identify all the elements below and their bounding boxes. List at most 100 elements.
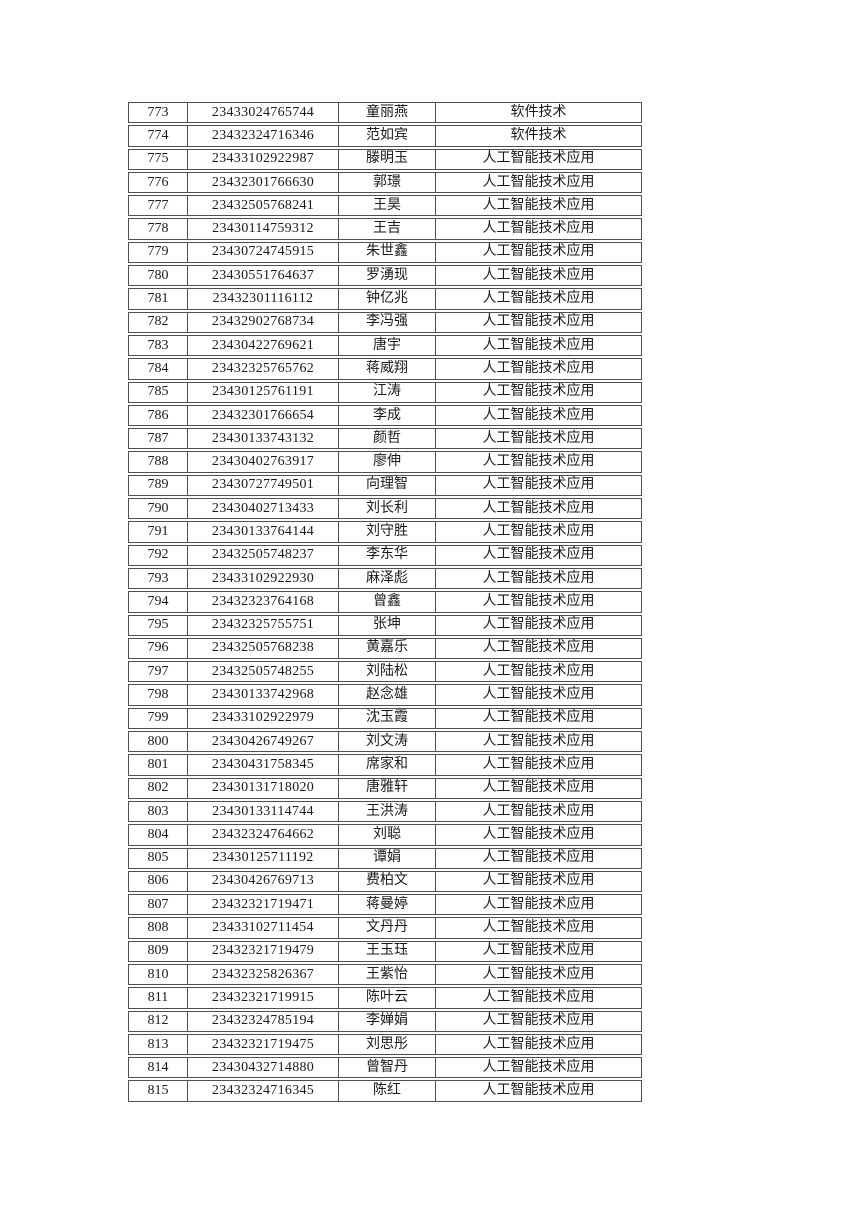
major-cell: 人工智能技术应用	[435, 615, 641, 635]
row-number-cell: 815	[147, 1083, 169, 1099]
major-cell: 人工智能技术应用	[435, 382, 641, 402]
candidate-id-cell: 23432505768238	[187, 638, 338, 659]
major-cell: 人工智能技术应用	[435, 266, 641, 286]
table-row: 795 23432325755751 张坤 人工智能技术应用	[128, 614, 642, 636]
student-name-cell: 陈叶云	[338, 988, 435, 1008]
table-row: 779 23430724745915 朱世鑫 人工智能技术应用	[128, 241, 642, 264]
student-name-cell: 张坤	[338, 615, 435, 635]
table-row: 786 23432301766654 李成 人工智能技术应用	[128, 404, 642, 427]
table-row: 780 23430551764637 罗湧现 人工智能技术应用	[128, 265, 642, 287]
row-number-cell: 786	[147, 407, 169, 423]
table-row: 775 23433102922987 滕明玉 人工智能技术应用	[128, 148, 642, 170]
row-number-cell: 812	[147, 1013, 169, 1029]
row-number-cell: 811	[147, 989, 169, 1005]
student-name-cell: 向理智	[338, 475, 435, 496]
major-cell: 人工智能技术应用	[435, 732, 641, 752]
row-number-cell: 799	[147, 710, 169, 726]
major-cell: 人工智能技术应用	[435, 801, 641, 822]
student-name-cell: 王洪涛	[338, 801, 435, 822]
student-name-cell: 沈玉霞	[338, 708, 435, 729]
major-cell: 人工智能技术应用	[435, 778, 641, 798]
student-name-cell: 黄嘉乐	[338, 638, 435, 659]
student-name-cell: 李东华	[338, 545, 435, 565]
row-number-cell: 805	[147, 850, 169, 866]
candidate-id-cell: 23432301766654	[187, 405, 338, 426]
student-name-cell: 费柏文	[338, 871, 435, 892]
student-name-cell: 王昊	[338, 196, 435, 216]
table-row: 807 23432321719471 蒋曼婷 人工智能技术应用	[128, 894, 642, 916]
student-name-cell: 赵念雄	[338, 685, 435, 705]
row-number-cell: 814	[147, 1059, 169, 1075]
major-cell: 人工智能技术应用	[435, 871, 641, 892]
candidate-id-cell: 23432902768734	[187, 312, 338, 332]
major-cell: 人工智能技术应用	[435, 1034, 641, 1055]
student-name-cell: 刘陆松	[338, 662, 435, 682]
table-row: 814 23430432714880 曾智丹 人工智能技术应用	[128, 1057, 642, 1079]
major-cell: 人工智能技术应用	[435, 825, 641, 845]
student-name-cell: 江涛	[338, 382, 435, 402]
table-row: 802 23430131718020 唐雅轩 人工智能技术应用	[128, 777, 642, 799]
candidate-id-cell: 23432301116112	[187, 289, 338, 309]
major-cell: 人工智能技术应用	[435, 172, 641, 193]
table-row: 774 23432324716346 范如宾 软件技术	[128, 125, 642, 147]
candidate-id-cell: 23430426769713	[187, 871, 338, 892]
candidate-id-cell: 23433024765744	[187, 103, 338, 123]
candidate-id-cell: 23430133114744	[187, 801, 338, 822]
student-name-cell: 蒋曼婷	[338, 895, 435, 915]
row-number-cell: 788	[147, 454, 169, 470]
candidate-id-cell: 23433102711454	[187, 918, 338, 938]
student-name-cell: 李成	[338, 405, 435, 426]
major-cell: 人工智能技术应用	[435, 219, 641, 239]
major-cell: 人工智能技术应用	[435, 405, 641, 426]
student-name-cell: 王吉	[338, 219, 435, 239]
major-cell: 人工智能技术应用	[435, 592, 641, 612]
major-cell: 人工智能技术应用	[435, 988, 641, 1008]
major-cell: 人工智能技术应用	[435, 312, 641, 332]
candidate-id-cell: 23430727749501	[187, 475, 338, 496]
table-row: 812 23432324785194 李婵娟 人工智能技术应用	[128, 1010, 642, 1032]
row-number-cell: 775	[147, 151, 169, 167]
candidate-id-cell: 23430125711192	[187, 848, 338, 868]
row-number-cell: 813	[147, 1036, 169, 1052]
candidate-id-cell: 23430426749267	[187, 732, 338, 752]
candidate-id-cell: 23433102922930	[187, 568, 338, 589]
table-row: 815 23432324716345 陈红 人工智能技术应用	[128, 1080, 642, 1102]
row-number-cell: 782	[147, 314, 169, 330]
table-row: 781 23432301116112 钟亿兆 人工智能技术应用	[128, 288, 642, 310]
candidate-id-cell: 23432324764662	[187, 825, 338, 845]
table-row: 782 23432902768734 李冯强 人工智能技术应用	[128, 311, 642, 333]
student-name-cell: 蒋威翔	[338, 359, 435, 379]
student-name-cell: 廖伸	[338, 452, 435, 472]
major-cell: 人工智能技术应用	[435, 452, 641, 472]
student-name-cell: 范如宾	[338, 126, 435, 146]
candidate-id-cell: 23432323764168	[187, 592, 338, 612]
candidate-id-cell: 23430114759312	[187, 219, 338, 239]
table-row: 809 23432321719479 王玉珏 人工智能技术应用	[128, 940, 642, 962]
table-row: 793 23433102922930 麻泽彪 人工智能技术应用	[128, 567, 642, 590]
row-number-cell: 787	[147, 430, 169, 446]
candidate-id-cell: 23432505748237	[187, 545, 338, 565]
row-number-cell: 784	[147, 360, 169, 376]
table-row: 797 23432505748255 刘陆松 人工智能技术应用	[128, 661, 642, 683]
row-number-cell: 785	[147, 384, 169, 400]
row-number-cell: 789	[147, 477, 169, 493]
major-cell: 人工智能技术应用	[435, 1081, 641, 1101]
row-number-cell: 808	[147, 920, 169, 936]
row-number-cell: 793	[147, 570, 169, 586]
table-row: 803 23430133114744 王洪涛 人工智能技术应用	[128, 800, 642, 823]
major-cell: 人工智能技术应用	[435, 149, 641, 169]
major-cell: 人工智能技术应用	[435, 918, 641, 938]
candidate-id-cell: 23430133742968	[187, 685, 338, 705]
student-name-cell: 滕明玉	[338, 149, 435, 169]
student-name-cell: 朱世鑫	[338, 242, 435, 263]
student-name-cell: 谭娟	[338, 848, 435, 868]
candidate-id-cell: 23430724745915	[187, 242, 338, 263]
student-name-cell: 陈红	[338, 1081, 435, 1101]
major-cell: 人工智能技术应用	[435, 941, 641, 961]
row-number-cell: 809	[147, 943, 169, 959]
candidate-id-cell: 23430432714880	[187, 1058, 338, 1078]
table-row: 785 23430125761191 江涛 人工智能技术应用	[128, 381, 642, 403]
row-number-cell: 777	[147, 197, 169, 213]
table-row: 801 23430431758345 席家和 人工智能技术应用	[128, 754, 642, 776]
